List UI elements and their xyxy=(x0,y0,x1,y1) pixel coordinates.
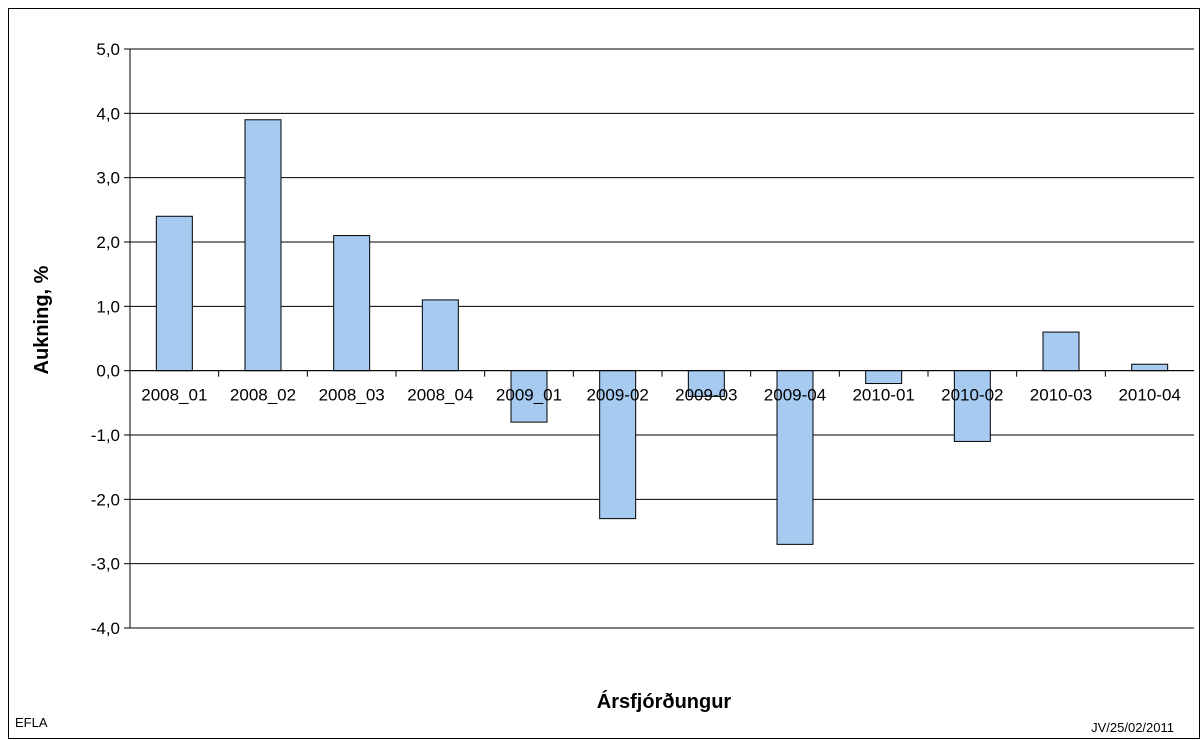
y-tick-label: 3,0 xyxy=(96,169,120,188)
y-tick-label: -2,0 xyxy=(91,490,120,509)
x-tick-label: 2009-03 xyxy=(675,386,737,405)
bar-2010-03 xyxy=(1042,331,1080,372)
y-tick-label: 4,0 xyxy=(96,104,120,123)
bar-2009-02 xyxy=(599,370,637,520)
x-tick-labels: 2008_01 2008_02 2008_03 2008_04 2009_01 2009-… xyxy=(141,386,1181,405)
y-tick-label: -3,0 xyxy=(91,555,120,574)
x-tick-label: 2010-04 xyxy=(1118,386,1180,405)
x-tick-label: 2010-01 xyxy=(852,386,914,405)
y-tick-label: 5,0 xyxy=(96,40,120,59)
x-axis-title: Ársfjórðungur xyxy=(597,690,732,713)
gridlines xyxy=(124,48,1194,629)
y-tick-label: 1,0 xyxy=(96,297,120,316)
y-axis-title: Aukning, % xyxy=(31,265,53,374)
bar-2008_03 xyxy=(333,235,371,372)
bar-2008_01 xyxy=(155,215,193,372)
x-tick-label: 2008_01 xyxy=(141,386,207,405)
bar-2009_01 xyxy=(510,370,548,423)
x-tick-label: 2008_03 xyxy=(319,386,385,405)
x-tick-label: 2008_02 xyxy=(230,386,296,405)
footer-right-label: JV/25/02/2011 xyxy=(1091,720,1174,735)
bar-2009-03 xyxy=(687,370,725,397)
y-tick-label: 2,0 xyxy=(96,233,120,252)
bar-2008_02 xyxy=(244,119,282,372)
bar-2008_04 xyxy=(421,299,459,372)
y-tick-label: 0,0 xyxy=(96,362,120,381)
y-tick-label: -1,0 xyxy=(91,426,120,445)
x-tick-label: 2010-02 xyxy=(941,386,1003,405)
x-tick-label: 2009-02 xyxy=(586,386,648,405)
bar-2009-04 xyxy=(776,370,814,545)
bar-2010-04 xyxy=(1131,363,1169,372)
y-tick-labels: 5,0 4,0 3,0 2,0 1,0 0,0 -1,0 -2,0 -3,0 -4,0 xyxy=(91,40,120,638)
footer-left-label: EFLA xyxy=(15,715,48,730)
bars xyxy=(129,119,1169,545)
x-tick-label: 2010-03 xyxy=(1030,386,1092,405)
bar-2010-01 xyxy=(865,370,903,385)
y-tick-label: -4,0 xyxy=(91,619,120,638)
x-tick-label: 2009_01 xyxy=(496,386,562,405)
axes xyxy=(129,49,1194,628)
x-tick-label: 2008_04 xyxy=(407,386,473,405)
x-tick-label: 2009-04 xyxy=(764,386,826,405)
bar-2010-02 xyxy=(953,370,991,442)
